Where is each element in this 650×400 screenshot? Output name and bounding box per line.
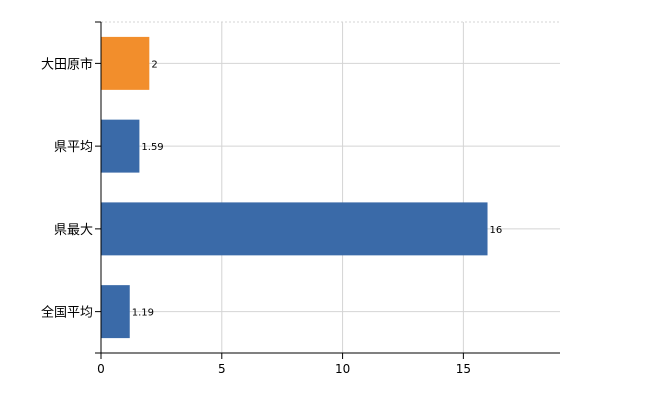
bar	[101, 202, 488, 256]
bar	[101, 285, 130, 339]
category-label: 県平均	[54, 140, 93, 155]
category-label: 県最大	[54, 223, 93, 238]
x-tick-label: 10	[335, 362, 350, 376]
x-tick-label: 5	[218, 362, 226, 376]
data-label: 1.59	[141, 142, 163, 153]
category-label: 全国平均	[41, 305, 93, 321]
data-label: 2	[151, 59, 157, 70]
bars	[101, 36, 488, 339]
grid	[101, 21, 560, 353]
axes	[95, 21, 560, 359]
data-label: 1.19	[132, 308, 154, 319]
x-tick-label: 0	[97, 362, 105, 376]
bar	[101, 36, 150, 90]
data-label: 16	[490, 225, 503, 236]
bar	[101, 119, 140, 173]
category-label: 大田原市	[41, 56, 93, 72]
x-tick-label: 15	[456, 362, 471, 376]
